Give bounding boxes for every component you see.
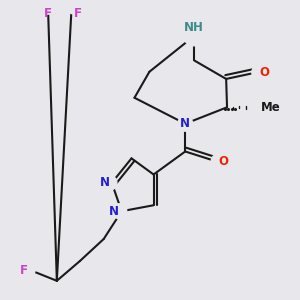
Circle shape <box>102 176 117 190</box>
Text: F: F <box>74 7 82 20</box>
Circle shape <box>211 154 226 169</box>
Circle shape <box>20 262 35 278</box>
Text: O: O <box>219 155 229 168</box>
Text: N: N <box>109 205 119 218</box>
Circle shape <box>183 23 206 46</box>
Text: Me: Me <box>260 101 280 114</box>
Circle shape <box>112 204 127 219</box>
Text: NH: NH <box>184 21 204 34</box>
Text: F: F <box>44 7 52 20</box>
Text: N: N <box>99 176 110 189</box>
Circle shape <box>178 116 193 131</box>
Circle shape <box>249 96 272 118</box>
Circle shape <box>252 65 267 80</box>
Text: F: F <box>20 263 28 277</box>
Circle shape <box>40 0 55 14</box>
Circle shape <box>67 0 82 14</box>
Text: O: O <box>259 66 269 79</box>
Text: N: N <box>180 117 190 130</box>
